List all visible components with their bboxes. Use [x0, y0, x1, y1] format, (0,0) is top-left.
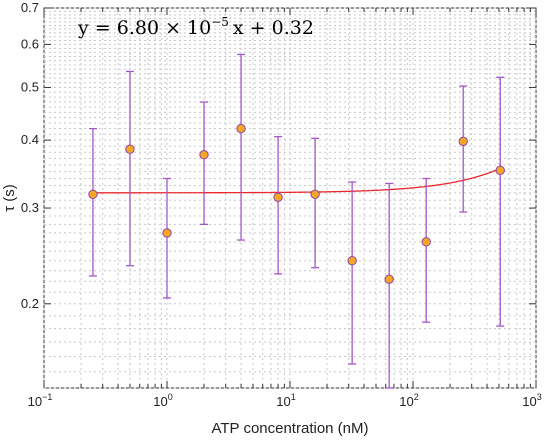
fit-equation: y = 6.80 × 10−5 x + 0.32	[77, 15, 314, 39]
data-point	[199, 150, 209, 160]
y-tick-label: 0.3	[21, 200, 39, 215]
data-point	[125, 144, 135, 154]
y-tick-label: 0.6	[21, 36, 39, 51]
data-point	[162, 228, 172, 238]
equation-exponent: −5	[211, 15, 229, 29]
y-tick-label: 0.7	[21, 0, 39, 15]
data-point	[310, 189, 320, 199]
fit-line	[92, 167, 501, 194]
fit-layer	[92, 167, 501, 194]
data-point	[273, 192, 283, 202]
x-tick-label: 101	[276, 392, 295, 409]
errorbar-layer	[88, 53, 505, 389]
data-point	[458, 136, 468, 147]
equation-prefix: y = 6.80 × 10	[77, 17, 211, 39]
tick-layer: 0.2 0.3 0.4 0.5 0.6 0.7 10−1 100 101 102 103	[21, 0, 542, 409]
point-layer	[88, 123, 505, 284]
y-tick-label: 0.2	[21, 296, 39, 311]
x-axis-label: ATP concentration (nM)	[211, 420, 368, 437]
x-tick-label: 103	[522, 392, 541, 409]
x-tick-label: 100	[153, 392, 172, 409]
data-point	[88, 189, 98, 199]
data-point	[384, 274, 394, 284]
x-tick-label: 10−1	[28, 392, 53, 409]
data-point	[347, 256, 357, 266]
x-tick-label: 102	[399, 392, 418, 409]
data-point	[495, 165, 505, 176]
y-tick-label: 0.5	[21, 79, 39, 94]
data-point	[236, 123, 246, 134]
data-point	[421, 237, 431, 247]
y-tick-label: 0.4	[21, 132, 39, 147]
y-axis-label: τ (s)	[1, 184, 18, 212]
equation-suffix: x + 0.32	[233, 17, 314, 39]
